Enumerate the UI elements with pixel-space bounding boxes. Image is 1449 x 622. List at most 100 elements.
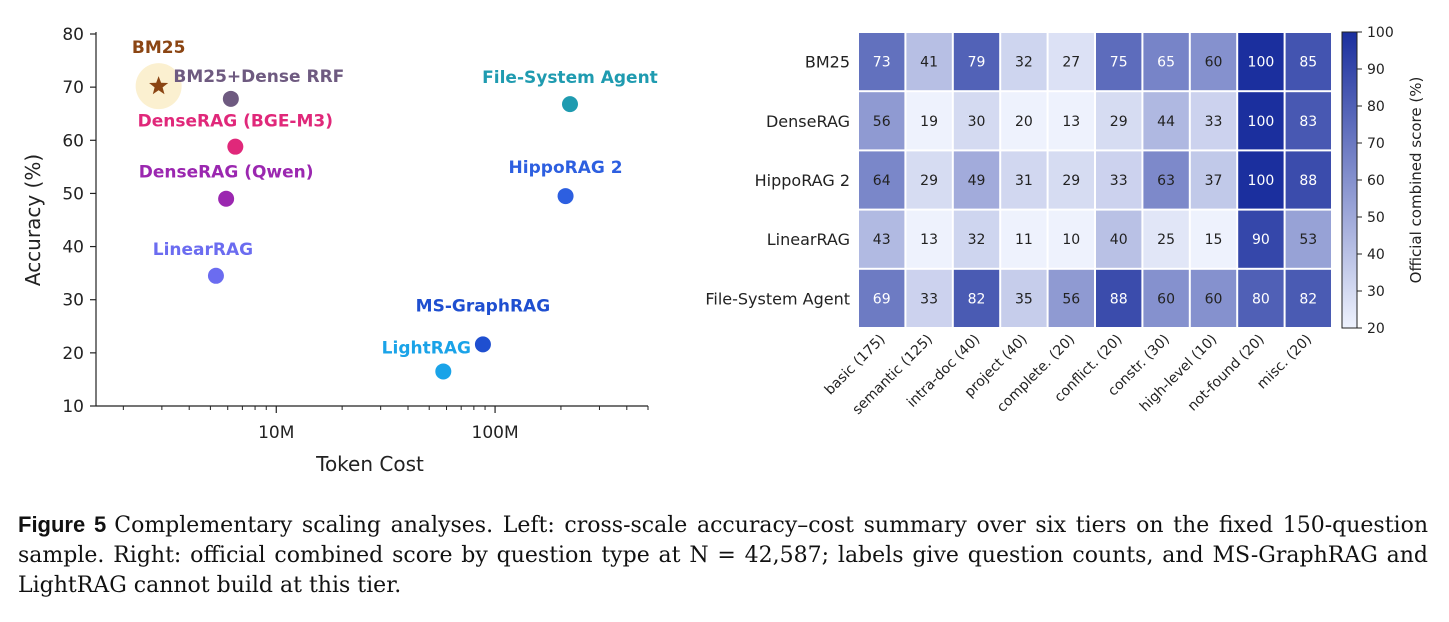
heatmap-cell bbox=[1001, 151, 1047, 209]
column-label: semantic (125) bbox=[850, 332, 936, 418]
heatmap-cell bbox=[906, 92, 952, 150]
cell-value: 60 bbox=[1157, 291, 1175, 307]
heatmap-cell bbox=[1238, 269, 1284, 327]
figure: 10 20 30 40 50 60 70 80 10M 100M Token Cost Accurac… bbox=[21, 25, 1425, 476]
figure-caption: Figure 5 Complementary scaling analyses. … bbox=[18, 510, 1428, 601]
heatmap-cell bbox=[1001, 92, 1047, 150]
heatmap-cell bbox=[1048, 92, 1094, 150]
point-label: LinearRAG bbox=[153, 240, 253, 260]
heatmap-cell bbox=[1238, 92, 1284, 150]
cell-value: 63 bbox=[1157, 173, 1175, 189]
cell-value: 32 bbox=[968, 232, 986, 248]
cell-value: 60 bbox=[1205, 291, 1223, 307]
data-point bbox=[474, 336, 491, 353]
heatmap-cell bbox=[1285, 269, 1331, 327]
scatter-chart: 10 20 30 40 50 60 70 80 10M 100M Token Cost Accurac… bbox=[21, 25, 658, 476]
data-point bbox=[561, 96, 578, 113]
cell-value: 20 bbox=[1015, 114, 1033, 130]
cell-value: 44 bbox=[1157, 114, 1175, 130]
cell-value: 29 bbox=[1062, 173, 1080, 189]
y-tick-label: 50 bbox=[62, 184, 84, 204]
heatmap-cell bbox=[953, 210, 1000, 268]
heatmap-cell bbox=[859, 269, 905, 327]
cell-value: 35 bbox=[1015, 291, 1033, 307]
row-label: DenseRAG bbox=[766, 112, 850, 131]
point-label: MS-GraphRAG bbox=[416, 296, 551, 316]
heatmap-cell bbox=[1190, 92, 1237, 150]
heatmap-cell bbox=[906, 269, 952, 327]
heatmap-cell bbox=[1143, 269, 1189, 327]
caption-text: Complementary scaling analyses. Left: cr… bbox=[18, 513, 1428, 598]
colorbar-tick-label: 50 bbox=[1367, 210, 1385, 226]
cell-value: 75 bbox=[1110, 55, 1128, 71]
heatmap-cell bbox=[1285, 33, 1331, 91]
colorbar-tick-label: 90 bbox=[1367, 62, 1385, 78]
heatmap-cell bbox=[906, 151, 952, 209]
cell-value: 100 bbox=[1248, 114, 1275, 130]
cell-value: 33 bbox=[1205, 114, 1223, 130]
cell-value: 15 bbox=[1205, 232, 1223, 248]
heatmap-cell bbox=[1238, 33, 1284, 91]
heatmap-cell bbox=[1238, 151, 1284, 209]
heatmap-chart: 73 41 79 32 27 75 65 60 100 85 56 19 30 20 13 29 44 33 100… bbox=[705, 25, 1425, 418]
cell-value: 40 bbox=[1110, 232, 1128, 248]
cell-value: 53 bbox=[1299, 232, 1317, 248]
data-point bbox=[227, 138, 244, 155]
colorbar-tick-label: 70 bbox=[1367, 136, 1385, 152]
cell-value: 56 bbox=[873, 114, 891, 130]
heatmap-cell bbox=[859, 151, 905, 209]
y-tick-label: 10 bbox=[62, 397, 84, 417]
heatmap-cell bbox=[1190, 269, 1237, 327]
cell-value: 10 bbox=[1062, 232, 1080, 248]
point-label: File-System Agent bbox=[482, 68, 658, 88]
point-label: HippoRAG 2 bbox=[509, 158, 623, 178]
cell-value: 100 bbox=[1248, 173, 1275, 189]
heatmap-cell bbox=[1001, 210, 1047, 268]
heatmap-cell bbox=[859, 33, 905, 91]
y-axis-label: Accuracy (%) bbox=[21, 154, 45, 286]
heatmap-cell bbox=[953, 92, 1000, 150]
x-axis-label: Token Cost bbox=[315, 452, 424, 476]
colorbar-tick-label: 80 bbox=[1367, 99, 1385, 115]
colorbar-tick-label: 20 bbox=[1367, 321, 1385, 337]
cell-value: 100 bbox=[1248, 55, 1275, 71]
row-label: LinearRAG bbox=[767, 230, 850, 249]
cell-value: 83 bbox=[1299, 114, 1317, 130]
heatmap-cell bbox=[953, 269, 1000, 327]
cell-value: 49 bbox=[968, 173, 986, 189]
y-tick-label: 80 bbox=[62, 25, 84, 45]
heatmap-cell bbox=[1285, 151, 1331, 209]
heatmap-cell bbox=[1048, 151, 1094, 209]
point-label: LightRAG bbox=[382, 338, 471, 358]
heatmap-cell bbox=[1143, 210, 1189, 268]
colorbar-tick-label: 40 bbox=[1367, 247, 1385, 263]
heatmap-cell bbox=[1143, 33, 1189, 91]
cell-value: 88 bbox=[1110, 291, 1128, 307]
row-label: HippoRAG 2 bbox=[755, 171, 850, 190]
colorbar-tick-label: 60 bbox=[1367, 173, 1385, 189]
data-point bbox=[218, 190, 235, 207]
cell-value: 90 bbox=[1252, 232, 1270, 248]
cell-value: 56 bbox=[1062, 291, 1080, 307]
data-point bbox=[435, 363, 452, 380]
cell-value: 65 bbox=[1157, 55, 1175, 71]
heatmap-cell bbox=[1143, 151, 1189, 209]
cell-value: 41 bbox=[920, 55, 938, 71]
cell-value: 29 bbox=[920, 173, 938, 189]
y-tick-label: 20 bbox=[62, 344, 84, 364]
heatmap-cell bbox=[1096, 151, 1142, 209]
cell-value: 60 bbox=[1205, 55, 1223, 71]
heatmap-cell bbox=[906, 33, 952, 91]
heatmap-cell bbox=[1048, 269, 1094, 327]
point-star bbox=[149, 76, 169, 95]
y-tick-label: 30 bbox=[62, 291, 84, 311]
heatmap-cell bbox=[859, 92, 905, 150]
heatmap-cell bbox=[1096, 33, 1142, 91]
heatmap-cell bbox=[953, 151, 1000, 209]
heatmap-cell bbox=[1143, 92, 1189, 150]
heatmap-cell bbox=[1285, 210, 1331, 268]
heatmap-cell bbox=[1048, 210, 1094, 268]
heatmap-cell bbox=[1285, 92, 1331, 150]
x-tick-label: 10M bbox=[258, 423, 294, 443]
cell-value: 25 bbox=[1157, 232, 1175, 248]
